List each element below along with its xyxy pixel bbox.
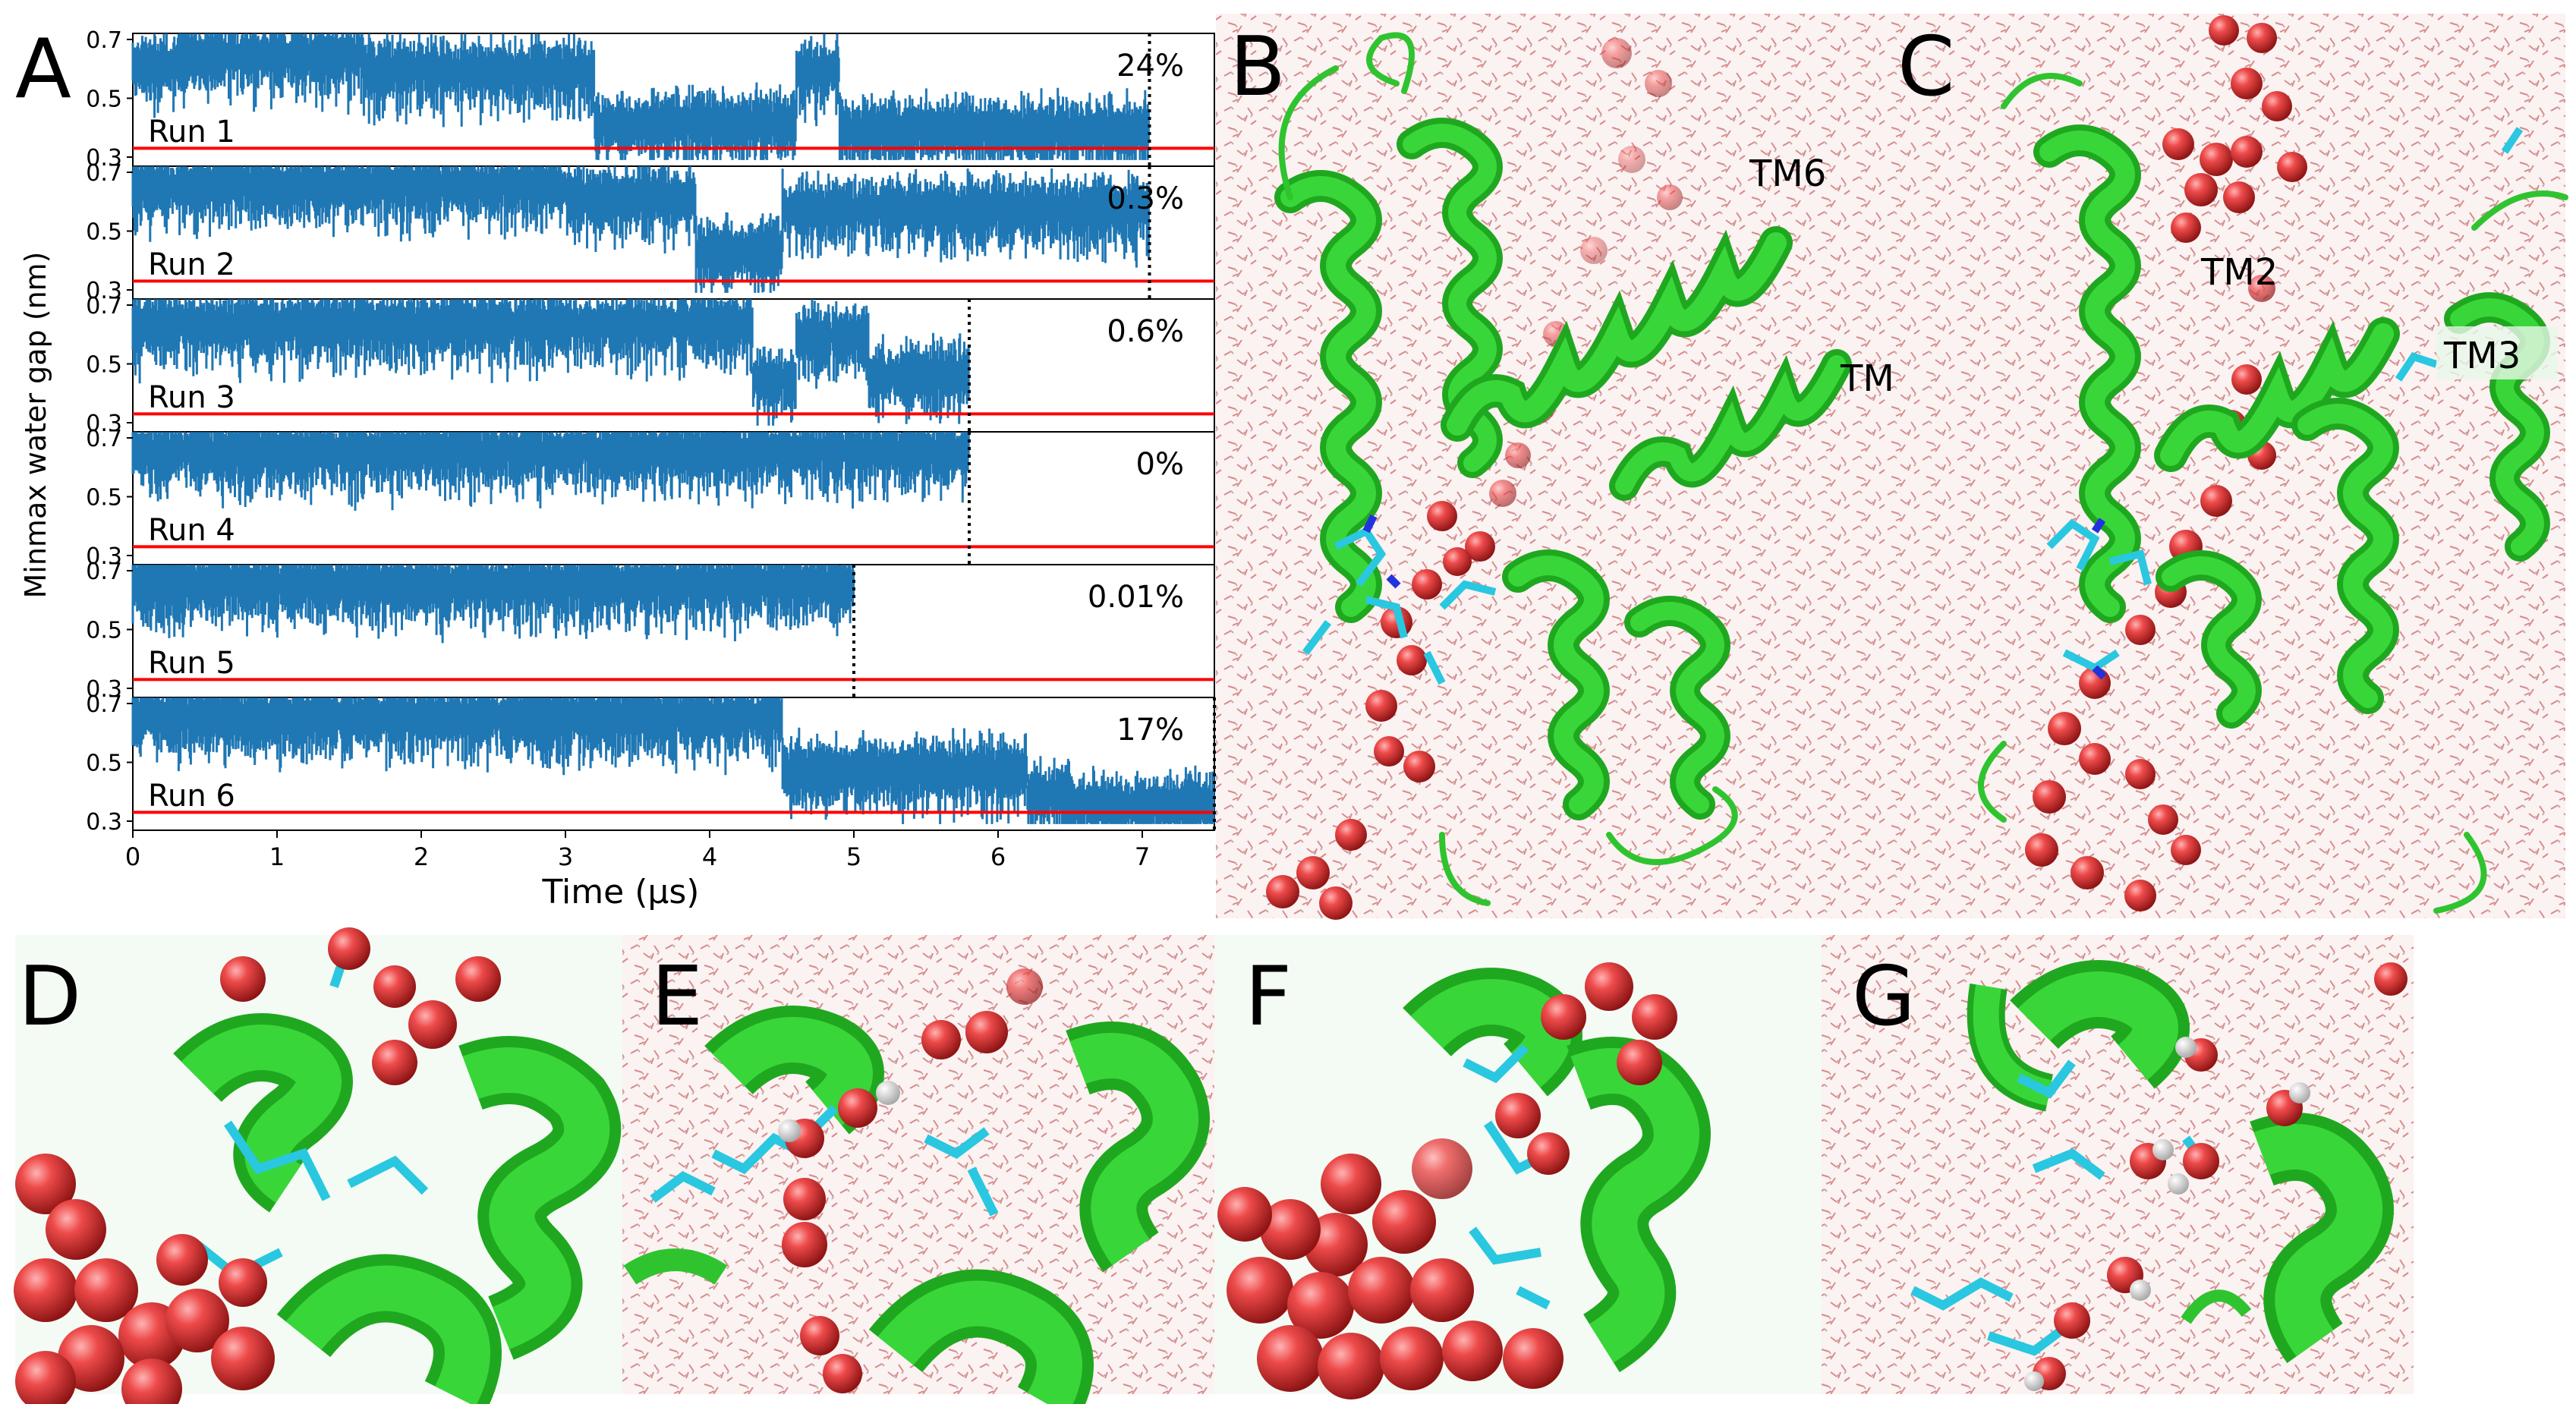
run-percent: 0.3%: [1107, 181, 1184, 216]
run-trace: [131, 697, 1215, 824]
x-tick-label: 3: [558, 842, 573, 871]
y-tick-label: 0.3: [86, 809, 122, 836]
water-spheres: [1217, 962, 1677, 1399]
run-subplot: 0.3 0.5 0.7 Run 4 0%: [86, 426, 1215, 570]
y-tick-label: 0.7: [86, 691, 122, 718]
y-tick-label: 0.3: [86, 543, 122, 570]
y-tick-label: 0.7: [86, 293, 122, 320]
water-molecules: [2024, 962, 2408, 1391]
run-subplot: 0.3 0.5 0.7 Run 6 17%: [86, 691, 1216, 836]
run-label: Run 1: [148, 115, 235, 150]
tm3-label-backdrop: [2436, 326, 2558, 379]
y-tick-label: 0.5: [86, 352, 122, 379]
run-trace: [131, 432, 970, 511]
protein-ribbon: [1978, 73, 2568, 914]
run-trace: [131, 33, 1150, 160]
panel-letter-b: B: [1230, 20, 1286, 115]
y-tick-label: 0.5: [86, 618, 122, 644]
cyan-residues: [1441, 1044, 1551, 1371]
label-tm2: TM2: [2200, 251, 2278, 294]
label-tm3: TM3: [2443, 335, 2521, 377]
y-tick-label: 0.3: [86, 145, 122, 172]
panel-b-structure: TM6 TM1 B: [1216, 14, 1917, 920]
cyan-residues: [194, 940, 429, 1281]
panel-letter-d: D: [18, 949, 81, 1044]
run-percent: 17%: [1116, 713, 1184, 748]
run-trace: [131, 166, 1150, 293]
cyan-residues: [1910, 1059, 2212, 1356]
cyan-residues: [2046, 127, 2524, 680]
x-tick-label: 5: [846, 842, 861, 871]
y-axis-label: Minmax water gap (nm): [19, 251, 52, 598]
panel-letter-f: F: [1245, 949, 1292, 1044]
run-trace: [131, 565, 855, 644]
y-tick-label: 0.7: [86, 559, 122, 585]
x-tick-label: 6: [990, 842, 1006, 871]
y-tick-label: 0.5: [86, 87, 122, 113]
run-label: Run 6: [148, 779, 235, 814]
panel-letter-a: A: [15, 22, 71, 117]
run-subplot: 0.3 0.5 0.7 Run 1 24%: [86, 27, 1215, 172]
panel-letter-c: C: [1897, 20, 1954, 115]
protein-ribbon: [173, 1013, 622, 1404]
y-tick-label: 0.7: [86, 27, 122, 54]
panel-c-structure: TM2 TM3 C: [1897, 14, 2568, 918]
run-subplot: 0.3 0.5 0.7 Run 3 0.6%: [86, 293, 1215, 437]
run-subplot: 0.3 0.5 0.7 Run 5 0.01%: [86, 559, 1215, 703]
run-label: Run 4: [148, 513, 235, 548]
run-label: Run 2: [148, 247, 235, 282]
y-tick-label: 0.3: [86, 411, 122, 437]
panel-g-closeup: G: [1822, 935, 2414, 1394]
panel-e-closeup: E: [622, 935, 1214, 1404]
protein-ribbon: [623, 1006, 1210, 1404]
run-subplot: 0.3 0.5 0.7 Run 2 0.3%: [86, 160, 1215, 304]
run-trace: [131, 299, 970, 426]
x-tick-label: 2: [414, 842, 429, 871]
x-tick-label: 0: [125, 842, 140, 871]
run-percent: 0.6%: [1107, 314, 1184, 349]
run-percent: 0%: [1136, 447, 1184, 482]
x-tick-label: 1: [269, 842, 285, 871]
label-tm6: TM6: [1749, 153, 1826, 195]
panel-b-background: [1216, 14, 1899, 918]
protein-ribbon: [1274, 32, 1852, 906]
y-tick-label: 0.7: [86, 160, 122, 187]
x-tick-label: 4: [702, 842, 717, 871]
cyan-residues: [650, 1104, 999, 1217]
water-molecules: [778, 968, 1043, 1393]
panel-letter-g: G: [1852, 949, 1916, 1044]
x-axis-label: Time (μs): [542, 873, 700, 911]
y-tick-label: 0.5: [86, 485, 122, 512]
y-tick-label: 0.7: [86, 426, 122, 452]
x-tick-label: 7: [1135, 842, 1150, 871]
run-label: Run 3: [148, 380, 235, 415]
panel-f-closeup: F: [1214, 935, 1822, 1399]
cyan-residues: [1302, 514, 1497, 685]
protein-ribbon: [1967, 960, 2394, 1364]
run-label: Run 5: [148, 646, 235, 681]
water-spheres: [14, 927, 501, 1404]
run-percent: 0.01%: [1088, 580, 1184, 615]
y-tick-label: 0.3: [86, 676, 122, 703]
y-tick-label: 0.5: [86, 751, 122, 777]
y-tick-label: 0.5: [86, 219, 122, 246]
y-tick-label: 0.3: [86, 278, 122, 304]
panel-d-closeup: D: [14, 927, 622, 1404]
run-percent: 24%: [1116, 49, 1184, 83]
panel-letter-e: E: [651, 949, 703, 1044]
